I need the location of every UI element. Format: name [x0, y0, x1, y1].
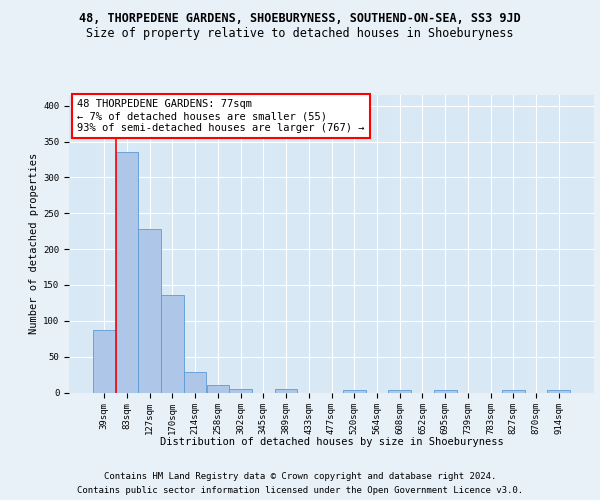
Bar — [93, 330, 116, 392]
Bar — [229, 389, 252, 392]
Text: Contains public sector information licensed under the Open Government Licence v3: Contains public sector information licen… — [77, 486, 523, 495]
Bar — [116, 152, 139, 392]
Bar — [161, 295, 184, 392]
Bar — [206, 386, 229, 392]
X-axis label: Distribution of detached houses by size in Shoeburyness: Distribution of detached houses by size … — [160, 437, 503, 448]
Text: 48 THORPEDENE GARDENS: 77sqm
← 7% of detached houses are smaller (55)
93% of sem: 48 THORPEDENE GARDENS: 77sqm ← 7% of det… — [77, 100, 364, 132]
Bar — [275, 389, 298, 392]
Bar — [502, 390, 524, 392]
Y-axis label: Number of detached properties: Number of detached properties — [29, 153, 39, 334]
Bar — [434, 390, 457, 392]
Bar — [184, 372, 206, 392]
Text: 48, THORPEDENE GARDENS, SHOEBURYNESS, SOUTHEND-ON-SEA, SS3 9JD: 48, THORPEDENE GARDENS, SHOEBURYNESS, SO… — [79, 12, 521, 26]
Text: Contains HM Land Registry data © Crown copyright and database right 2024.: Contains HM Land Registry data © Crown c… — [104, 472, 496, 481]
Text: Size of property relative to detached houses in Shoeburyness: Size of property relative to detached ho… — [86, 28, 514, 40]
Bar — [547, 390, 570, 392]
Bar — [139, 229, 161, 392]
Bar — [388, 390, 411, 392]
Bar — [343, 390, 365, 392]
